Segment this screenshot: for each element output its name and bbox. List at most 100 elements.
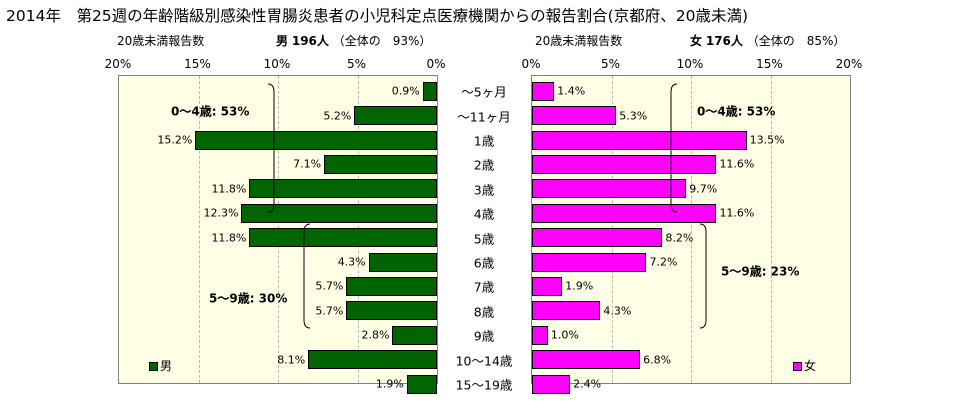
male-count: 196人 <box>291 34 329 48</box>
age-category-label: 5歳 <box>473 231 495 247</box>
male-x-tick: 0% <box>426 57 446 71</box>
male-bar <box>324 154 437 174</box>
age-category-label: ～5ヶ月 <box>461 84 507 100</box>
female-share: （全体の 85%） <box>746 34 846 48</box>
age-category-label: 4歳 <box>473 206 495 222</box>
male-subtitle: 20歳未満報告数 <box>117 32 204 49</box>
male-share: （全体の 93%） <box>332 34 432 48</box>
male-bar <box>346 276 437 296</box>
female-count: 176人 <box>705 34 743 48</box>
female-bar <box>532 203 717 223</box>
female-value-label: 7.2% <box>649 255 678 269</box>
age-category-label: 7歳 <box>473 279 495 295</box>
female-value-label: 8.2% <box>665 231 694 245</box>
male-bar <box>354 106 437 126</box>
male-x-tick: 20% <box>104 57 132 71</box>
chart-title: 2014年 第25週の年齢階級別感染性胃腸炎患者の小児科定点医療機関からの報告割… <box>6 7 748 25</box>
female-x-tick: 0% <box>521 57 541 71</box>
female-bar <box>532 228 663 248</box>
age-category-label: 9歳 <box>473 328 495 344</box>
male-bar <box>368 252 437 272</box>
female-legend: 女 <box>793 357 816 374</box>
female-bar <box>532 325 548 345</box>
male-bar <box>249 179 437 199</box>
male-value-label: 15.2% <box>157 133 193 147</box>
female-sex-label: 女 <box>690 34 703 48</box>
female-legend-swatch <box>793 362 802 371</box>
male-group-5-9-label: 5～9歳: 30% <box>209 291 288 306</box>
male-bar <box>422 81 437 101</box>
male-value-label: 7.1% <box>293 157 322 171</box>
male-value-label: 5.7% <box>315 279 344 293</box>
male-legend-label: 男 <box>160 359 173 373</box>
female-value-label: 9.7% <box>689 182 718 196</box>
female-count-line: 女 176人 （全体の 85%） <box>690 32 845 49</box>
female-bar <box>532 374 571 394</box>
male-bar <box>392 325 437 345</box>
female-bar <box>532 276 563 296</box>
male-0-4-brace <box>267 83 275 213</box>
female-value-label: 2.4% <box>573 377 602 391</box>
female-bar <box>532 154 717 174</box>
male-value-label: 2.8% <box>361 328 390 342</box>
female-bar <box>532 106 617 126</box>
female-value-label: 4.3% <box>603 304 632 318</box>
male-report-count-label: 20歳未満報告数 <box>117 34 205 48</box>
male-value-label: 0.9% <box>391 84 420 98</box>
female-plot-area: 1.4% 5.3% 13.5% 11.6% 9.7% 11.6% 8.2% 7.2% 1.9% 4… <box>531 75 851 394</box>
male-legend-swatch <box>149 362 158 371</box>
male-plot-area: 0.9% 5.2% 15.2% 7.1% 11.8% 12.3% 11.8% 4.3% 5.7%… <box>118 75 438 394</box>
age-category-label: 8歳 <box>473 304 495 320</box>
male-x-tick: 10% <box>263 57 291 71</box>
female-value-label: 11.6% <box>719 206 755 220</box>
age-category-label: 1歳 <box>473 133 495 149</box>
male-value-label: 12.3% <box>203 206 239 220</box>
female-value-label: 6.8% <box>643 353 672 367</box>
female-subtitle: 20歳未満報告数 <box>535 32 622 49</box>
male-x-tick: 5% <box>346 57 367 71</box>
female-5-9-brace <box>699 223 707 329</box>
male-bar <box>195 130 437 150</box>
age-category-label: 6歳 <box>473 255 495 271</box>
male-group-0-4-label: 0～4歳: 53% <box>171 104 250 119</box>
male-value-label: 8.1% <box>277 353 306 367</box>
male-x-tick: 15% <box>184 57 211 71</box>
male-value-label: 4.3% <box>337 255 366 269</box>
female-value-label: 11.6% <box>719 157 755 171</box>
male-5-9-brace <box>303 223 311 329</box>
male-value-label: 11.8% <box>211 231 247 245</box>
female-x-tick: 20% <box>835 57 863 71</box>
male-count-line: 男 196人 （全体の 93%） <box>276 32 431 49</box>
female-bar <box>532 252 647 272</box>
female-gridline <box>770 76 772 383</box>
female-bar <box>532 350 641 370</box>
age-category-label: ～11ヶ月 <box>457 109 511 125</box>
male-bar <box>308 350 437 370</box>
female-bar <box>532 179 687 199</box>
male-bar <box>241 203 437 223</box>
female-x-tick: 10% <box>676 57 704 71</box>
age-category-label: 3歳 <box>473 182 495 198</box>
female-report-count-label: 20歳未満報告数 <box>535 34 623 48</box>
female-value-label: 1.4% <box>557 84 586 98</box>
male-value-label: 11.8% <box>211 182 247 196</box>
female-group-0-4-label: 0～4歳: 53% <box>697 104 776 119</box>
male-value-label: 5.7% <box>315 304 344 318</box>
male-legend: 男 <box>149 357 172 374</box>
age-category-label: 2歳 <box>473 157 495 173</box>
male-bar <box>249 228 437 248</box>
female-value-label: 13.5% <box>749 133 785 147</box>
female-bar <box>532 81 555 101</box>
female-bar <box>532 301 601 321</box>
male-bar <box>346 301 437 321</box>
female-value-label: 1.0% <box>550 328 579 342</box>
female-gridline <box>691 76 692 383</box>
female-x-tick: 5% <box>600 57 621 71</box>
female-group-5-9-label: 5～9歳: 23% <box>721 264 800 279</box>
female-value-label: 5.3% <box>619 109 648 123</box>
female-x-tick: 15% <box>756 57 783 71</box>
male-value-label: 1.9% <box>375 377 404 391</box>
male-sex-label: 男 <box>276 34 289 48</box>
female-legend-label: 女 <box>804 359 817 373</box>
